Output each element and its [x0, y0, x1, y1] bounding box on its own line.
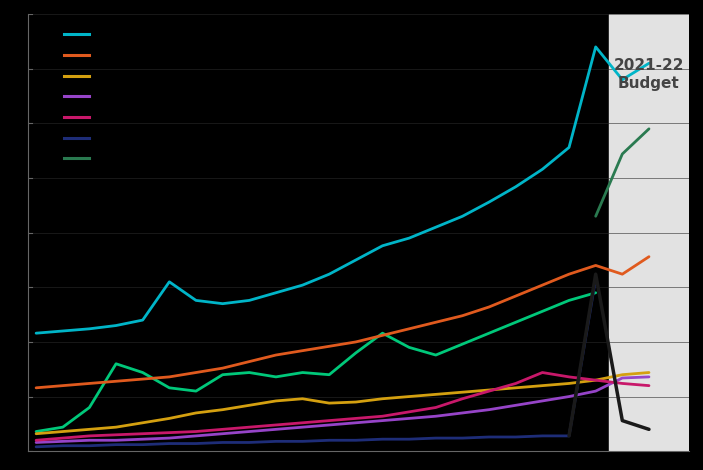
Legend: , , , , , , : , , , , , , [61, 25, 93, 169]
Bar [609, 14, 689, 451]
Text: 2021-22
Budget: 2021-22 Budget [614, 58, 684, 91]
